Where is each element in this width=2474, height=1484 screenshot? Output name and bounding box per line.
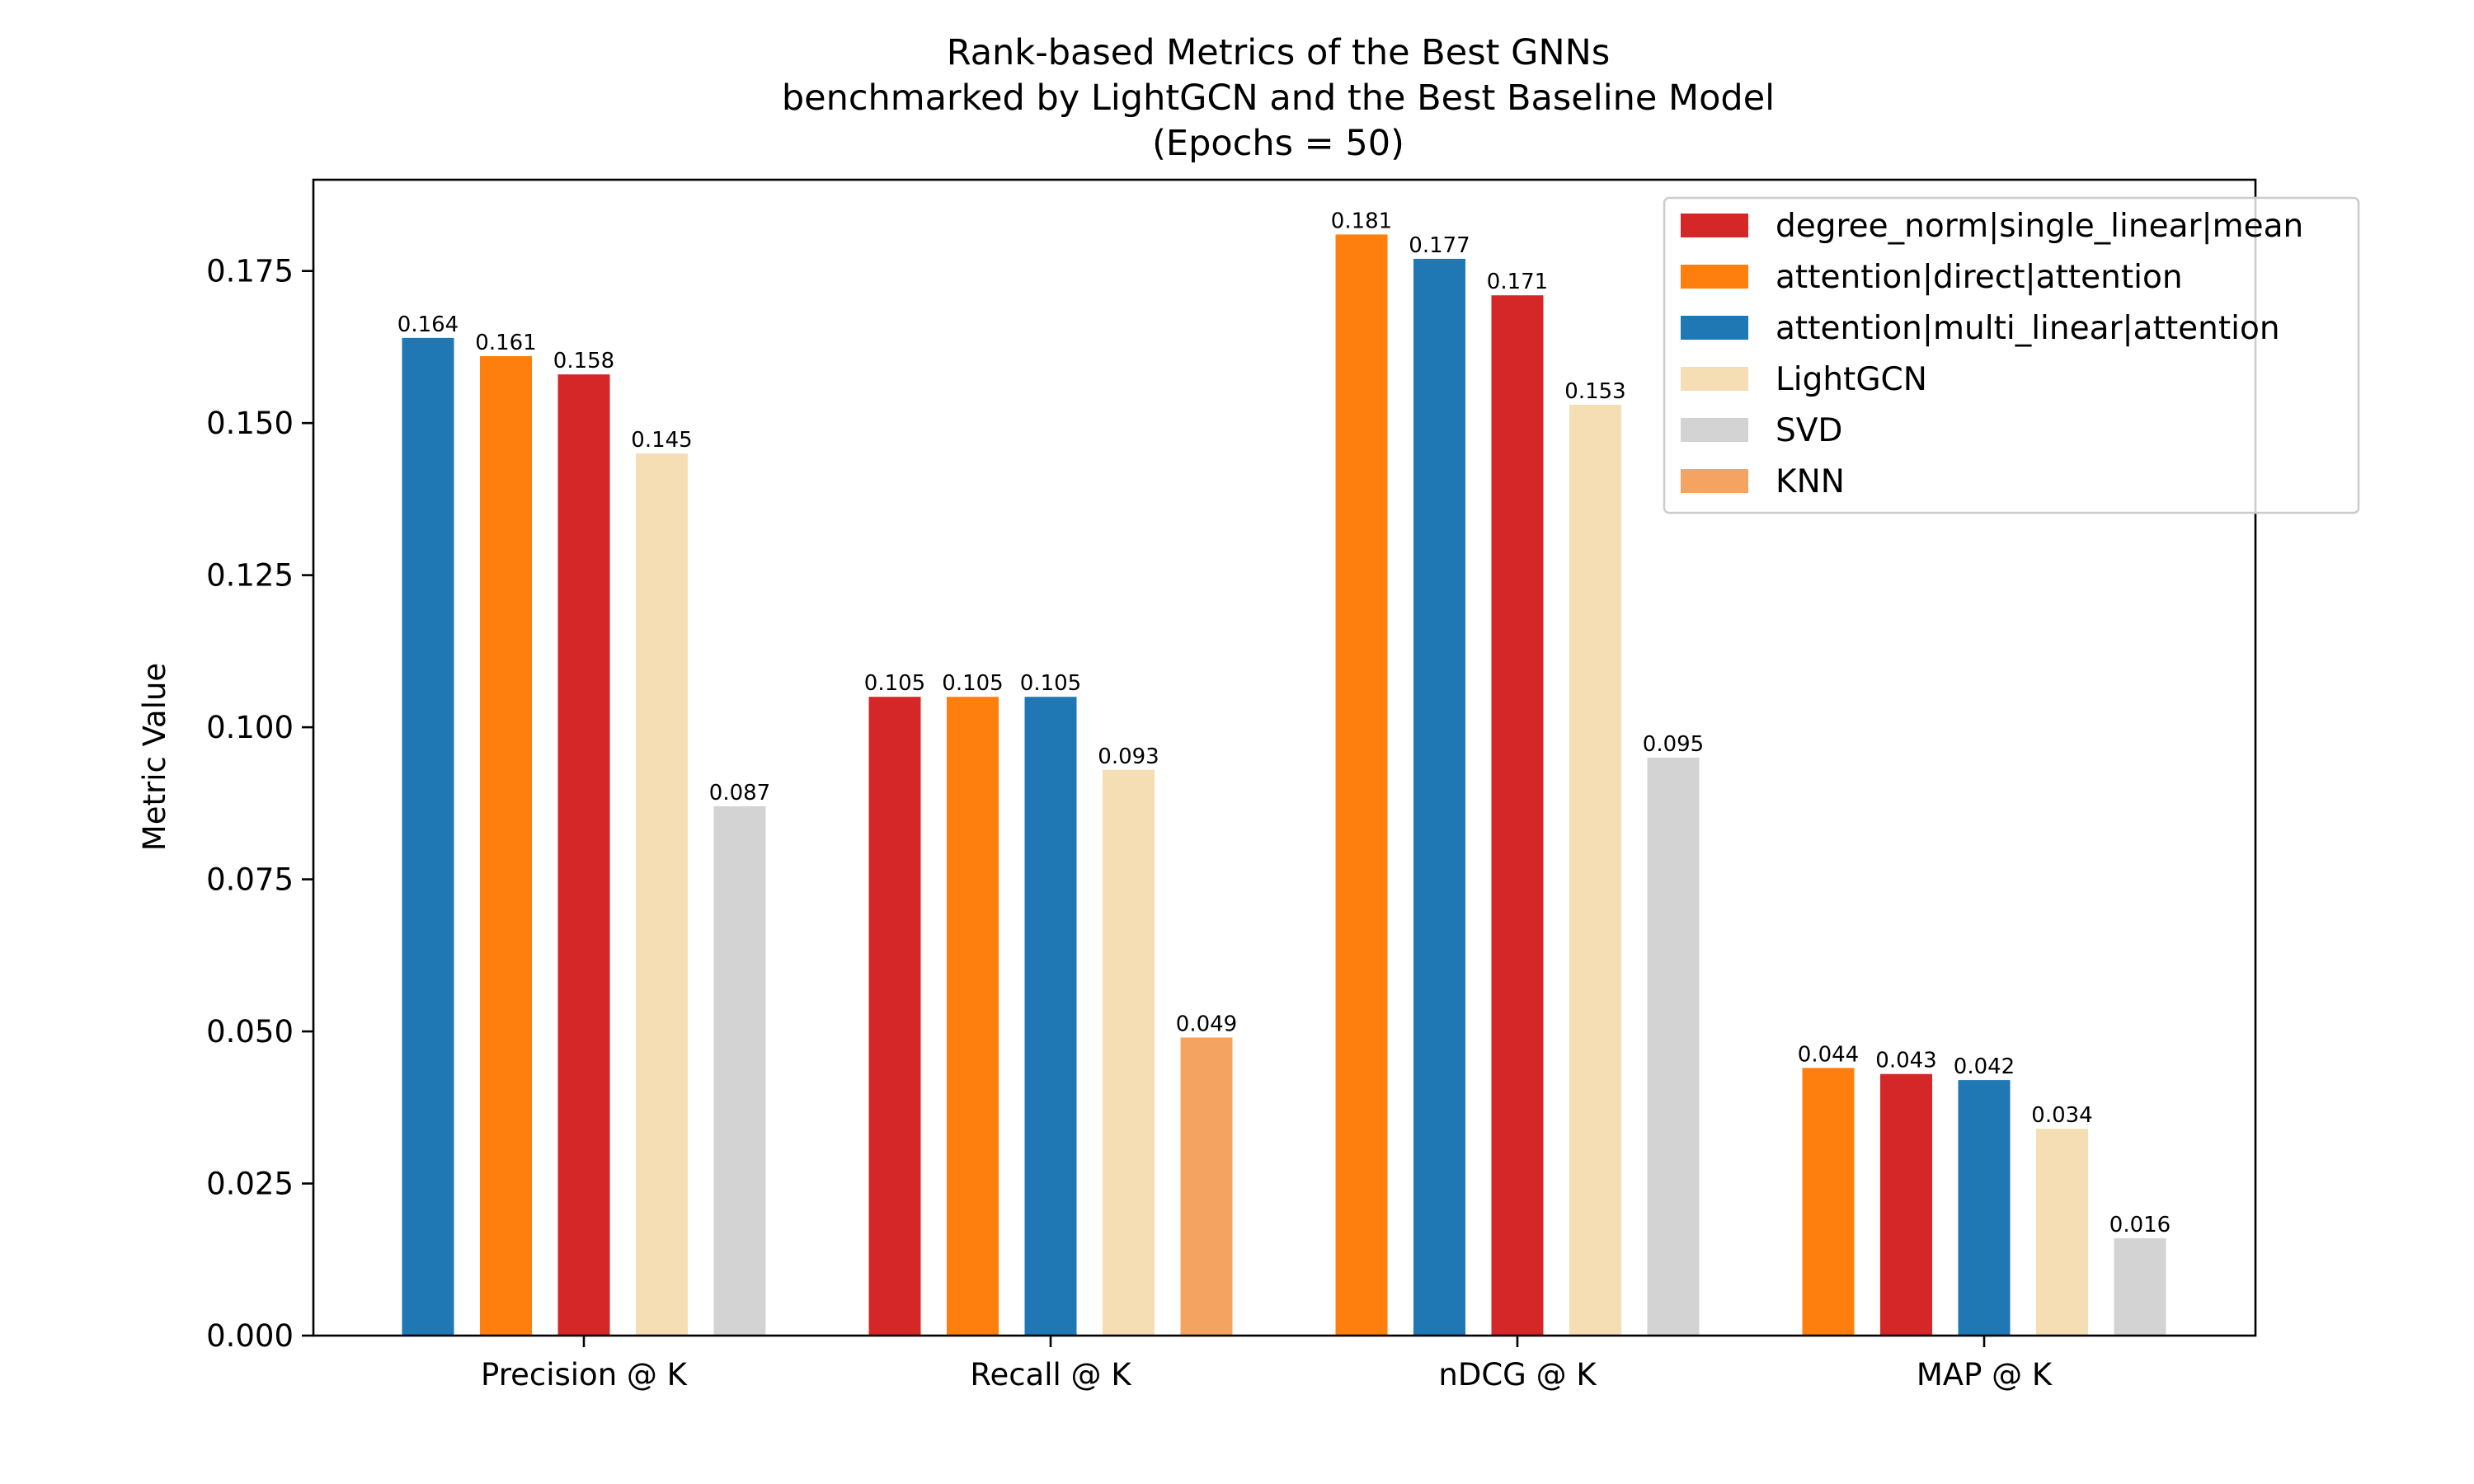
legend-swatch-4 xyxy=(1681,418,1748,442)
data-label-3-0: 0.044 xyxy=(1798,1042,1859,1067)
data-label-1-3: 0.093 xyxy=(1098,744,1159,769)
x-tick-label-3: MAP @ K xyxy=(1917,1357,2053,1392)
bar-0-2 xyxy=(557,374,610,1336)
bar-0-3 xyxy=(636,453,688,1336)
data-label-1-1: 0.105 xyxy=(942,671,1003,696)
bar-2-0 xyxy=(1335,234,1388,1336)
legend: degree_norm|single_linear|mean attention|… xyxy=(1663,196,2360,514)
bar-2-2 xyxy=(1491,295,1544,1336)
legend-label-3: LightGCN xyxy=(1776,361,1927,398)
title-line-1: Rank-based Metrics of the Best GNNs xyxy=(947,32,1610,73)
bar-3-2 xyxy=(1958,1080,2011,1336)
legend-label-5: KNN xyxy=(1776,463,1845,500)
bar-3-4 xyxy=(2114,1237,2166,1336)
legend-label-1: attention|direct|attention xyxy=(1776,259,2183,296)
y-axis-label: Metric Value xyxy=(137,663,172,851)
bar-1-1 xyxy=(947,697,999,1336)
legend-swatch-1 xyxy=(1681,265,1748,289)
data-label-0-3: 0.145 xyxy=(631,428,692,453)
bar-2-1 xyxy=(1413,258,1465,1336)
data-label-0-4: 0.087 xyxy=(709,781,770,805)
x-tick-label-0: Precision @ K xyxy=(481,1357,689,1392)
bar-3-3 xyxy=(2036,1129,2088,1336)
y-tick-label-2: 0.050 xyxy=(206,1014,294,1050)
legend-swatch-3 xyxy=(1681,367,1748,391)
plot-area: 0.164 0.161 0.158 0.145 0.087 0.105 0.105 0.105… xyxy=(206,178,2257,1392)
legend-swatch-2 xyxy=(1681,316,1748,340)
bar-0-0 xyxy=(402,337,454,1336)
legend-label-2: attention|multi_linear|attention xyxy=(1776,310,2280,347)
title-line-3: (Epochs = 50) xyxy=(1152,123,1404,164)
data-label-0-0: 0.164 xyxy=(397,312,459,337)
bar-3-1 xyxy=(1880,1073,1932,1336)
y-tick-label-4: 0.100 xyxy=(206,710,294,745)
bar-1-0 xyxy=(868,697,921,1336)
data-label-3-4: 0.016 xyxy=(2109,1213,2171,1237)
bar-2-4 xyxy=(1647,758,1700,1336)
bar-1-2 xyxy=(1024,697,1077,1336)
legend-box xyxy=(1663,196,2360,514)
x-tick-label-1: Recall @ K xyxy=(970,1357,1132,1392)
data-label-0-1: 0.161 xyxy=(475,331,536,355)
y-tick-label-0: 0.000 xyxy=(206,1318,294,1354)
chart-title: Rank-based Metrics of the Best GNNs benc… xyxy=(782,32,1775,164)
data-label-3-2: 0.042 xyxy=(1954,1054,2015,1079)
data-label-2-0: 0.181 xyxy=(1331,209,1392,233)
data-label-1-2: 0.105 xyxy=(1020,671,1081,696)
y-tick-label-6: 0.150 xyxy=(206,406,294,441)
data-label-2-2: 0.171 xyxy=(1487,270,1548,294)
data-label-1-4: 0.049 xyxy=(1176,1012,1237,1036)
legend-swatch-0 xyxy=(1681,214,1748,237)
data-label-2-3: 0.153 xyxy=(1564,379,1625,404)
legend-label-4: SVD xyxy=(1776,412,1842,449)
data-label-2-4: 0.095 xyxy=(1643,732,1704,757)
data-label-0-2: 0.158 xyxy=(553,349,614,373)
title-line-2: benchmarked by LightGCN and the Best Bas… xyxy=(782,77,1775,119)
plot-frame xyxy=(312,178,2257,1337)
bar-3-0 xyxy=(1802,1068,1855,1336)
bar-1-3 xyxy=(1103,769,1155,1336)
data-label-3-1: 0.043 xyxy=(1875,1049,1936,1073)
y-tick-label-3: 0.075 xyxy=(206,862,294,898)
bar-0-1 xyxy=(480,355,532,1336)
legend-label-0: degree_norm|single_linear|mean xyxy=(1776,208,2303,245)
bar-0-4 xyxy=(713,806,766,1336)
data-label-1-0: 0.105 xyxy=(864,671,925,696)
y-tick-label-5: 0.125 xyxy=(206,558,294,594)
y-tick-label-7: 0.175 xyxy=(206,254,294,289)
y-tick-label-1: 0.025 xyxy=(206,1167,294,1202)
legend-swatch-5 xyxy=(1681,469,1748,493)
x-tick-label-2: nDCG @ K xyxy=(1438,1357,1597,1392)
data-label-3-3: 0.034 xyxy=(2031,1103,2092,1128)
bar-2-3 xyxy=(1569,405,1621,1336)
data-label-2-1: 0.177 xyxy=(1409,233,1470,258)
bar-1-4 xyxy=(1180,1037,1233,1336)
